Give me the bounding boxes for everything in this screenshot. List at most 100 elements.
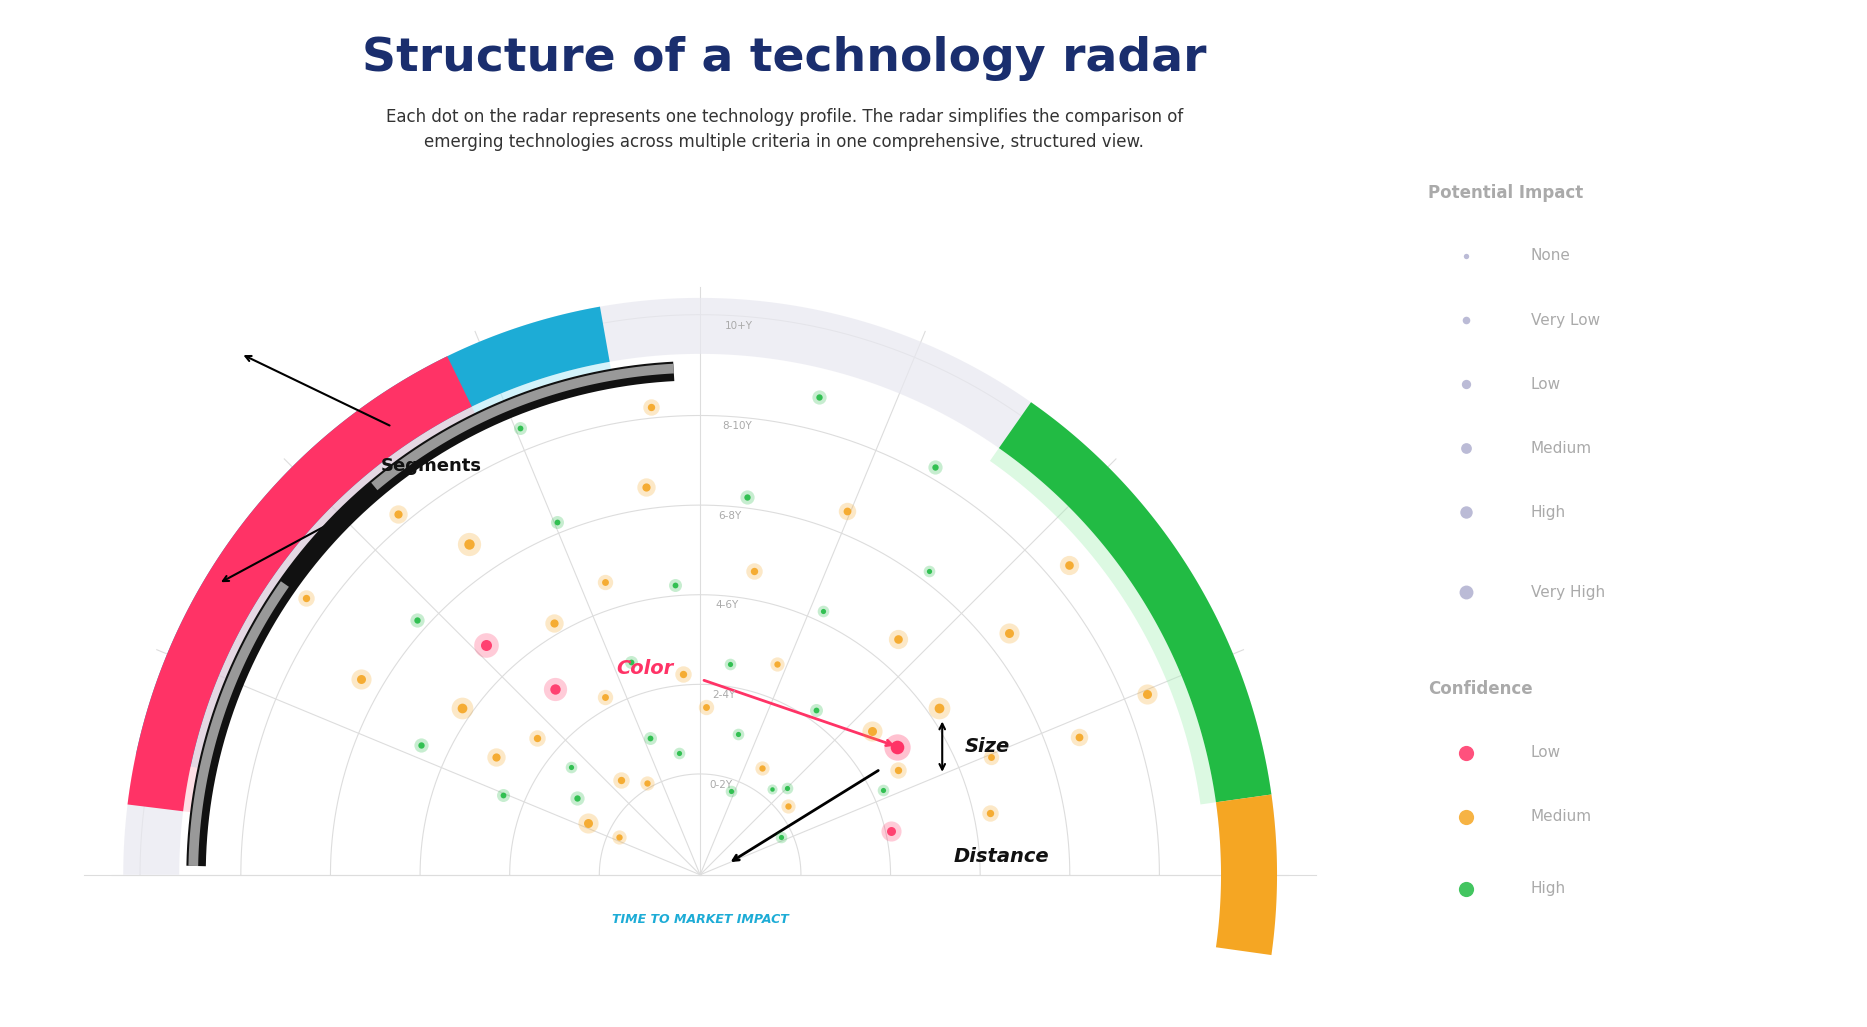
Point bbox=[401, 612, 431, 629]
Point bbox=[291, 591, 321, 607]
Point bbox=[808, 603, 838, 619]
Point bbox=[573, 814, 603, 831]
Point bbox=[659, 576, 689, 593]
Point bbox=[668, 665, 698, 682]
Point bbox=[1064, 728, 1094, 745]
Text: 6-8Y: 6-8Y bbox=[719, 511, 741, 521]
Point bbox=[637, 398, 667, 415]
Point bbox=[446, 699, 476, 716]
Point bbox=[732, 489, 762, 505]
Text: 2-4Y: 2-4Y bbox=[713, 690, 736, 700]
Point bbox=[833, 503, 863, 520]
Point bbox=[1451, 440, 1481, 456]
Point bbox=[747, 760, 777, 776]
Point bbox=[1055, 557, 1085, 573]
Text: None: None bbox=[1531, 249, 1570, 264]
Point bbox=[805, 388, 835, 405]
Point bbox=[976, 805, 1006, 822]
Point bbox=[868, 782, 898, 798]
Point bbox=[976, 749, 1006, 765]
Text: Very Low: Very Low bbox=[1531, 312, 1600, 328]
Point bbox=[405, 736, 435, 753]
Point bbox=[562, 790, 592, 806]
Point bbox=[883, 761, 913, 777]
Point bbox=[758, 781, 788, 797]
Point bbox=[715, 783, 745, 799]
Point bbox=[454, 536, 484, 553]
Point bbox=[540, 681, 569, 697]
Point bbox=[631, 479, 661, 495]
Point bbox=[883, 738, 913, 755]
Text: 8-10Y: 8-10Y bbox=[723, 421, 752, 431]
Text: Confidence: Confidence bbox=[1428, 681, 1533, 698]
Point bbox=[773, 779, 803, 796]
Text: Color: Color bbox=[616, 658, 674, 678]
Point bbox=[637, 398, 667, 415]
Point bbox=[747, 760, 777, 776]
Point bbox=[590, 574, 620, 591]
Point bbox=[805, 388, 835, 405]
Point bbox=[915, 563, 945, 579]
Point bbox=[732, 489, 762, 505]
Point bbox=[868, 782, 898, 798]
Point bbox=[1451, 248, 1481, 264]
Text: 10+Y: 10+Y bbox=[724, 320, 752, 331]
Point bbox=[345, 671, 375, 687]
Text: Size: Size bbox=[965, 737, 1010, 756]
Point bbox=[573, 814, 603, 831]
Point bbox=[883, 631, 913, 647]
Polygon shape bbox=[1215, 795, 1277, 955]
Point bbox=[1451, 880, 1481, 897]
Text: Distance: Distance bbox=[954, 847, 1049, 867]
Text: Low: Low bbox=[1531, 745, 1561, 760]
Polygon shape bbox=[123, 298, 1277, 875]
Point bbox=[668, 665, 698, 682]
Point bbox=[523, 730, 553, 747]
Point bbox=[454, 536, 484, 553]
Point bbox=[767, 829, 797, 845]
Point bbox=[487, 787, 517, 803]
Point bbox=[773, 798, 803, 814]
Point bbox=[976, 805, 1006, 822]
Point bbox=[504, 420, 534, 436]
Point bbox=[603, 829, 633, 845]
Point bbox=[616, 653, 646, 670]
Point bbox=[691, 698, 721, 715]
Polygon shape bbox=[127, 356, 472, 811]
Text: High: High bbox=[1531, 504, 1566, 520]
Point bbox=[562, 790, 592, 806]
Point bbox=[665, 746, 695, 762]
Text: TIME TO MARKET IMPACT: TIME TO MARKET IMPACT bbox=[612, 913, 788, 926]
Point bbox=[1064, 728, 1094, 745]
Point bbox=[773, 779, 803, 796]
Text: 0-2Y: 0-2Y bbox=[709, 779, 732, 790]
Point bbox=[739, 563, 769, 579]
Point bbox=[920, 459, 950, 476]
Point bbox=[659, 576, 689, 593]
Point bbox=[487, 787, 517, 803]
Point bbox=[556, 759, 586, 775]
Point bbox=[924, 699, 954, 716]
Polygon shape bbox=[190, 362, 612, 769]
Point bbox=[540, 614, 569, 631]
Point bbox=[1451, 376, 1481, 392]
Point bbox=[876, 823, 905, 839]
Polygon shape bbox=[990, 448, 1215, 804]
Point bbox=[607, 772, 637, 789]
Point bbox=[556, 759, 586, 775]
Point bbox=[857, 723, 887, 739]
Point bbox=[762, 656, 792, 673]
Point bbox=[993, 625, 1023, 642]
Point bbox=[540, 614, 569, 631]
Point bbox=[883, 761, 913, 777]
Point bbox=[715, 656, 745, 673]
Point bbox=[739, 563, 769, 579]
Point bbox=[603, 829, 633, 845]
Point bbox=[691, 698, 721, 715]
Point bbox=[631, 774, 663, 791]
Point bbox=[773, 798, 803, 814]
Point bbox=[383, 506, 413, 523]
Point bbox=[833, 503, 863, 520]
Point bbox=[470, 637, 500, 653]
Point bbox=[1451, 312, 1481, 329]
